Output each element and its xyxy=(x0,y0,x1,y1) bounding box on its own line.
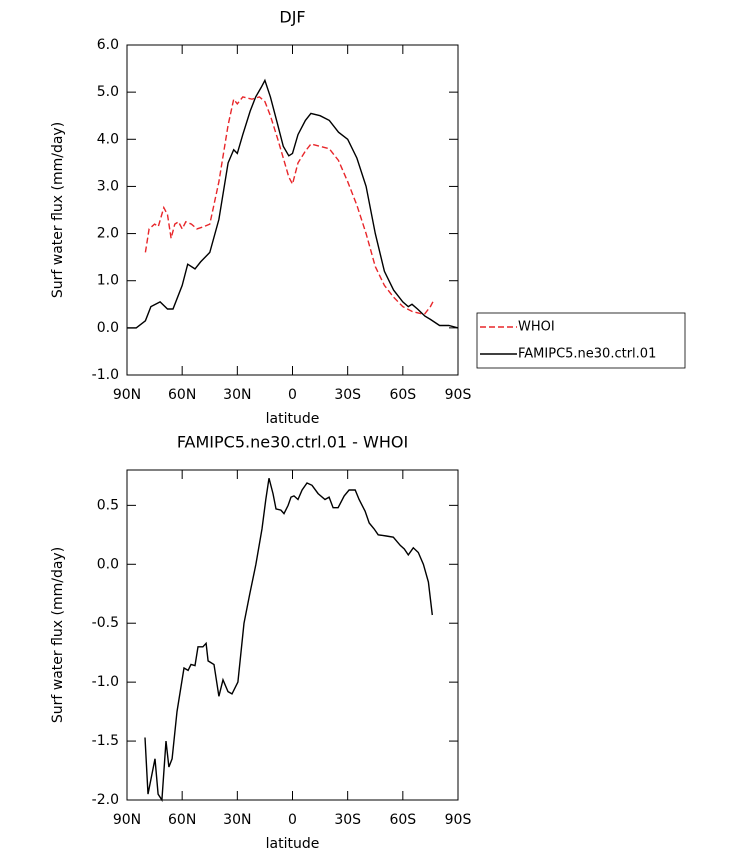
x-tick-label: 30S xyxy=(334,387,361,403)
x-axis-label: latitude xyxy=(266,411,320,427)
y-tick-label: 6.0 xyxy=(97,37,119,53)
y-tick-label: 0.5 xyxy=(97,497,119,513)
y-tick-label: 4.0 xyxy=(97,131,119,147)
x-tick-label: 60N xyxy=(168,812,196,828)
y-tick-label: 0.0 xyxy=(97,556,119,572)
y-tick-label: -1.0 xyxy=(92,674,119,690)
legend-label: FAMIPC5.ne30.ctrl.01 xyxy=(518,347,656,362)
x-tick-label: 90N xyxy=(113,812,141,828)
x-tick-label: 90S xyxy=(445,812,472,828)
x-tick-label: 30N xyxy=(223,387,251,403)
y-tick-label: -0.5 xyxy=(92,615,119,631)
chart-title: DJF xyxy=(279,8,305,27)
y-tick-label: 3.0 xyxy=(97,178,119,194)
x-tick-label: 30N xyxy=(223,812,251,828)
x-tick-label: 60S xyxy=(389,812,416,828)
x-tick-label: 60N xyxy=(168,387,196,403)
legend-box xyxy=(476,312,686,369)
y-tick-label: 5.0 xyxy=(97,84,119,100)
chart-title: FAMIPC5.ne30.ctrl.01 - WHOI xyxy=(177,433,408,452)
plot-frame xyxy=(126,469,459,801)
y-tick-label: 0.0 xyxy=(97,320,119,336)
x-tick-label: 90S xyxy=(445,387,472,403)
x-tick-label: 0 xyxy=(288,387,297,403)
y-tick-label: -2.0 xyxy=(92,792,119,808)
data-line xyxy=(144,478,433,803)
data-line xyxy=(144,96,435,315)
y-axis-label: Surf water flux (mm/day) xyxy=(50,547,66,723)
plot-frame xyxy=(126,44,459,376)
x-tick-label: 30S xyxy=(334,812,361,828)
x-axis-label: latitude xyxy=(266,836,320,852)
x-tick-label: 60S xyxy=(389,387,416,403)
y-tick-label: -1.0 xyxy=(92,367,119,383)
legend-label: WHOI xyxy=(518,320,555,335)
y-tick-label: -1.5 xyxy=(92,733,119,749)
x-tick-label: 90N xyxy=(113,387,141,403)
y-tick-label: 2.0 xyxy=(97,226,119,242)
y-tick-label: 1.0 xyxy=(97,273,119,289)
x-tick-label: 0 xyxy=(288,812,297,828)
y-axis-label: Surf water flux (mm/day) xyxy=(50,122,66,298)
data-line xyxy=(127,78,459,329)
